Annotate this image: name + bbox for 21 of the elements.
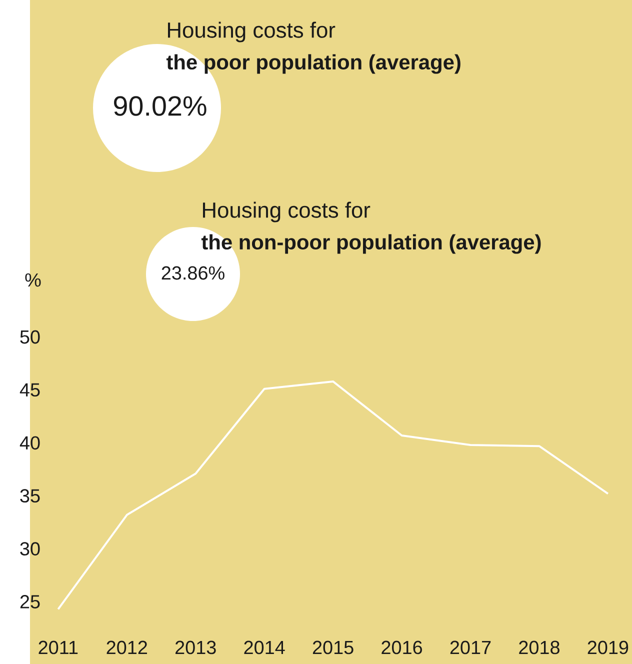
text: Housing costs for	[168, 22, 336, 42]
x-tick-label: 2019	[588, 640, 628, 654]
x-tick-label: 2012	[106, 640, 147, 654]
text: the non-poor population (average)	[201, 234, 541, 254]
x-tick-label: 2018	[519, 640, 560, 654]
text: 90.02%	[114, 96, 206, 116]
y-tick-label: 30	[20, 542, 40, 556]
x-tick-label: 2013	[176, 640, 216, 654]
x-tick-label: 2011	[38, 640, 78, 654]
x-tick-label: 2016	[382, 640, 422, 654]
text: Housing costs for	[202, 202, 370, 222]
text: 23.86%	[162, 266, 224, 280]
y-tick-label: 35	[20, 489, 40, 503]
x-tick-label: 2017	[450, 640, 491, 654]
x-tick-label: 2015	[312, 640, 354, 654]
x-tick-label: 2014	[244, 640, 285, 654]
text: the poor population (average)	[166, 54, 460, 74]
line-series	[57, 380, 609, 610]
y-tick-label: 40	[20, 436, 40, 450]
y-tick-label: 45	[20, 383, 40, 397]
y-tick-label: 50	[20, 330, 40, 344]
